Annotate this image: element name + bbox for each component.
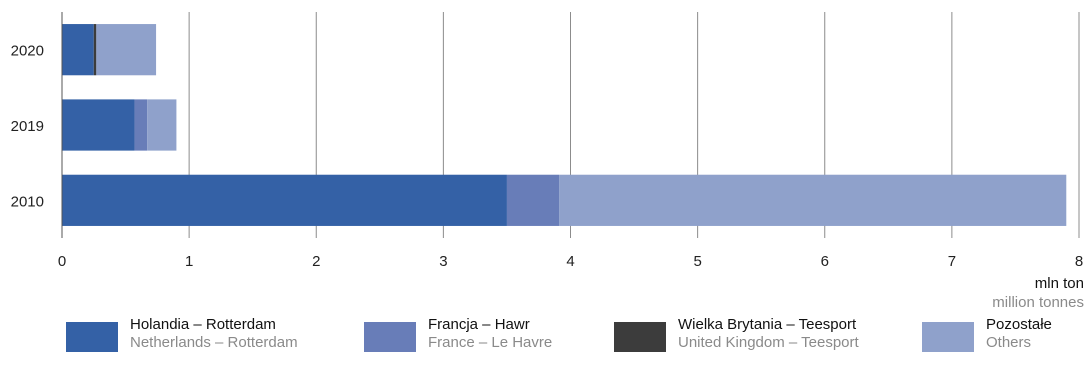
bar-segment [96, 24, 157, 76]
legend-label-rotterdam: Holandia – Rotterdam [130, 316, 276, 333]
x-tick-label: 2 [312, 253, 320, 270]
x-tick-label: 1 [185, 253, 193, 270]
legend-label-teesport-en: United Kingdom – Teesport [678, 334, 859, 351]
category-label: 2019 [11, 118, 44, 135]
bar-segment [62, 24, 94, 76]
bar-segment [559, 174, 1067, 226]
bar-segment [93, 24, 97, 76]
bar-segment [506, 174, 560, 226]
legend-label-others-en: Others [986, 334, 1032, 351]
legend-label-rotterdam-en: Netherlands – Rotterdam [130, 334, 298, 351]
x-axis-label: mln ton [1035, 275, 1084, 292]
stacked-bar-chart: 2020 2019 2010 0 1 2 3 4 5 6 7 8 mln ton million tonn… [11, 12, 1084, 311]
legend-label-teesport: Wielka Brytania – Teesport [678, 316, 857, 333]
bar-segment [62, 99, 135, 151]
legend-item-le-havre: Francja – Hawr France – Le Havre [364, 316, 552, 352]
legend: Holandia – Rotterdam Netherlands – Rotte… [0, 316, 1088, 386]
legend-label-le-havre: Francja – Hawr [428, 316, 530, 333]
category-label: 2020 [11, 43, 44, 60]
legend-label-le-havre-en: France – Le Havre [428, 334, 553, 351]
legend-item-others: Pozostałe Others [922, 316, 1052, 352]
x-tick-label: 4 [566, 253, 574, 270]
x-tick-label: 6 [821, 253, 829, 270]
x-tick-label: 7 [948, 253, 956, 270]
x-tick-label: 8 [1075, 253, 1083, 270]
legend-swatch-others [922, 322, 974, 352]
bar-segment [147, 99, 177, 151]
category-label: 2010 [11, 193, 44, 210]
legend-item-rotterdam: Holandia – Rotterdam Netherlands – Rotte… [66, 316, 298, 352]
x-axis-label-en: million tonnes [992, 294, 1084, 310]
legend-swatch-rotterdam [66, 322, 118, 352]
bar-segment [62, 174, 507, 226]
legend-label-others: Pozostałe [986, 316, 1052, 333]
x-tick-label: 3 [439, 253, 447, 270]
legend-swatch-teesport [614, 322, 666, 352]
x-tick-label: 5 [693, 253, 701, 270]
bar-segment [134, 99, 148, 151]
legend-item-teesport: Wielka Brytania – Teesport United Kingdo… [614, 316, 859, 352]
legend-swatch-le-havre [364, 322, 416, 352]
x-tick-label: 0 [58, 253, 66, 270]
